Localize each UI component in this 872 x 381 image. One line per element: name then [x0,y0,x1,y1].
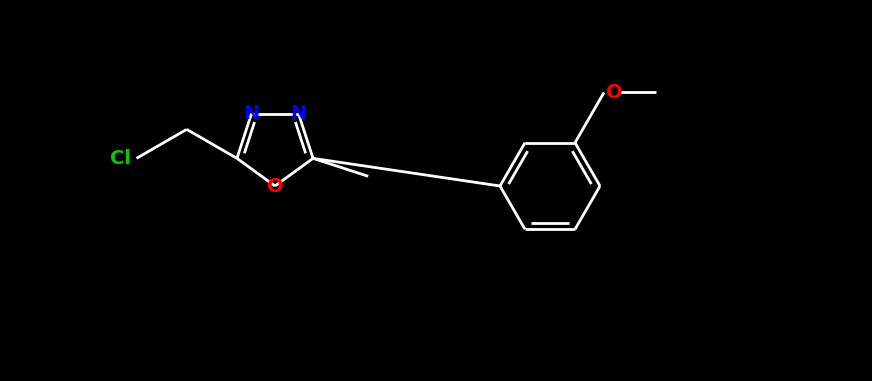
Text: Cl: Cl [111,149,132,168]
Text: O: O [267,176,283,195]
Text: N: N [243,104,260,123]
Text: O: O [606,83,623,102]
Text: N: N [290,104,307,123]
